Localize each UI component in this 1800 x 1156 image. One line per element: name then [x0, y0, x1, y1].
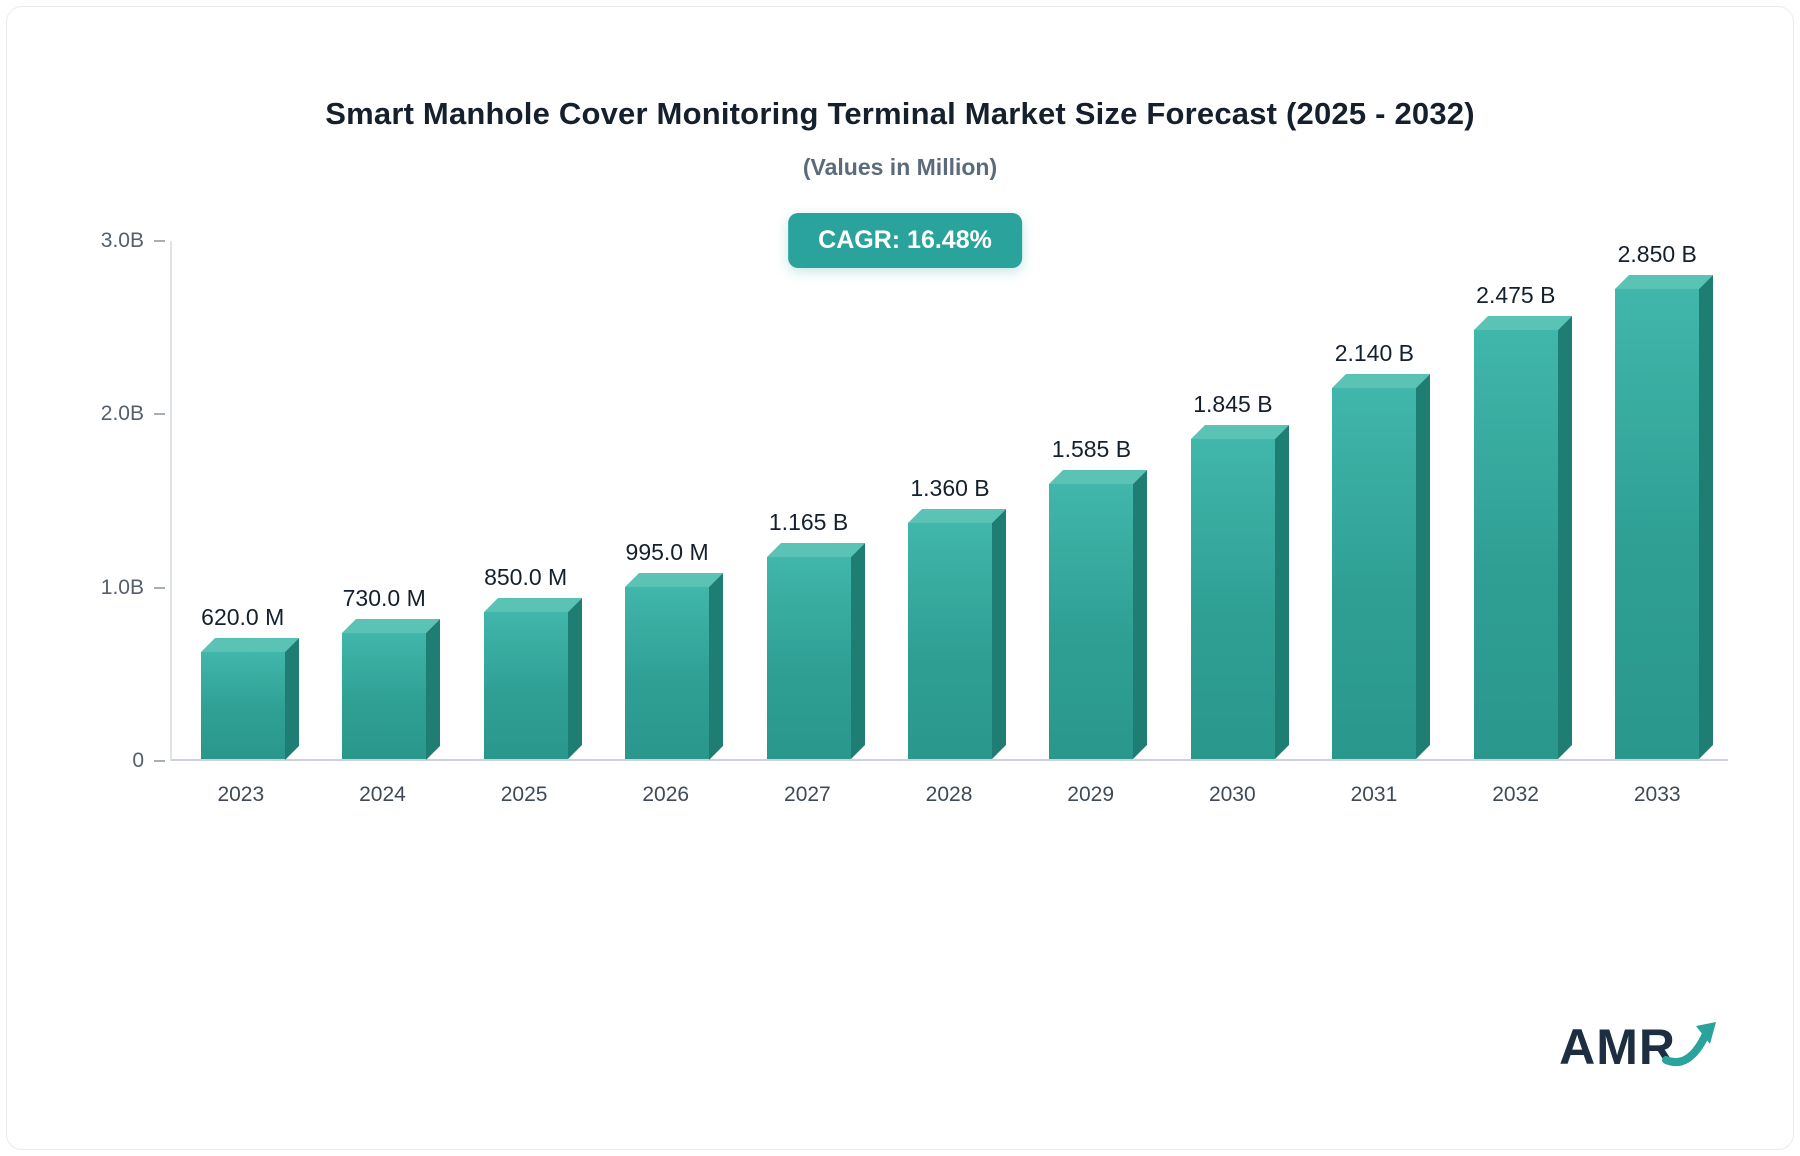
x-axis-tick-label: 2027: [784, 783, 831, 806]
bar-value-label: 995.0 M: [625, 538, 709, 565]
bar-sideface: [991, 509, 1006, 759]
x-axis-tick-label: 2030: [1208, 783, 1256, 806]
bar-face: [1473, 330, 1558, 759]
bar-sideface: [850, 543, 865, 759]
bar: [907, 509, 1006, 759]
bar-sideface: [1133, 470, 1148, 759]
bar: [200, 637, 299, 759]
bar-topface: [1049, 470, 1148, 485]
bar-topface: [1190, 425, 1289, 440]
bar-topface: [1473, 316, 1572, 330]
bar-sideface: [284, 637, 299, 759]
bar-sideface: [1416, 374, 1431, 759]
bar-sideface: [1274, 425, 1289, 759]
y-axis-tick-label: 1.0B: [100, 575, 144, 599]
bar-value-label: 2.140 B: [1334, 340, 1414, 367]
cagr-badge: CAGR: 16.48%: [788, 213, 1022, 268]
bar: [1615, 275, 1714, 759]
brand-logo: AMR: [1559, 1018, 1722, 1076]
y-axis-tick-mark: [154, 413, 165, 416]
bar-value-label: 620.0 M: [201, 603, 285, 630]
bar: [1190, 425, 1289, 759]
bar-face: [766, 557, 851, 759]
x-axis-tick-label: 2026: [642, 783, 690, 806]
bar-column: 1.165 B: [738, 241, 879, 759]
x-axis-labels: 2023 2024 2025 2026 2027 2028 2029 2030 2031 2032…: [170, 783, 1728, 807]
bar-face: [342, 632, 427, 759]
bar-value-label: 1.165 B: [768, 509, 849, 536]
bar-column: 1.845 B: [1162, 241, 1303, 759]
brand-logo-text: AMR: [1559, 1019, 1676, 1075]
bar-sideface: [709, 572, 724, 759]
bar-topface: [200, 637, 299, 652]
bar-topface: [342, 618, 441, 633]
bar-topface: [907, 509, 1006, 524]
bar-column: 620.0 M: [172, 241, 313, 759]
chart-area: CAGR: 16.48% 620.0 M 730.0 M 850.0 M 995.0 …: [70, 207, 1740, 847]
bar-topface: [766, 543, 865, 558]
bar: [483, 597, 582, 759]
y-axis-tick-mark: [154, 760, 165, 762]
bar-column: 2.475 B: [1445, 241, 1586, 759]
x-axis-tick-label: 2032: [1492, 783, 1539, 806]
bar-value-label: 1.360 B: [910, 475, 990, 502]
bar-column: 1.360 B: [879, 241, 1020, 759]
y-axis-tick-mark: [154, 240, 165, 242]
bar: [625, 572, 724, 759]
bar-column: 850.0 M: [455, 241, 596, 759]
bar-value-label: 730.0 M: [342, 584, 426, 611]
bar-topface: [625, 572, 724, 587]
bar: [1473, 316, 1572, 759]
chart-subtitle: (Values in Million): [802, 154, 998, 180]
bar-face: [1190, 439, 1275, 759]
bar: [1049, 470, 1148, 759]
bar-sideface: [1557, 316, 1572, 759]
bar-value-label: 2.850 B: [1617, 241, 1697, 267]
y-axis-tick-label: 0: [132, 749, 144, 772]
bar-column: 995.0 M: [596, 241, 737, 759]
bar-column: 1.585 B: [1021, 241, 1162, 759]
chart-title: Smart Manhole Cover Monitoring Terminal …: [325, 96, 1475, 131]
bar-face: [483, 611, 568, 759]
y-axis-tick-label: 2.0B: [100, 402, 144, 426]
x-axis-tick-label: 2024: [359, 783, 406, 806]
bar: [1332, 374, 1431, 759]
bar-topface: [1332, 374, 1431, 389]
x-axis-tick-label: 2023: [217, 783, 265, 806]
bar-topface: [1615, 275, 1714, 289]
bar-face: [1332, 388, 1417, 759]
bar: [342, 618, 441, 759]
bar: [766, 543, 865, 759]
bar-column: 2.850 B: [1587, 241, 1728, 759]
x-axis-tick-label: 2025: [500, 783, 548, 806]
bar-value-label: 1.845 B: [1193, 391, 1273, 418]
y-axis-tick-label: 3.0B: [100, 229, 144, 252]
bar-face: [1615, 289, 1700, 759]
bar-value-label: 850.0 M: [484, 563, 568, 590]
chart-header: Smart Manhole Cover Monitoring Terminal …: [0, 0, 1800, 181]
bar-face: [1049, 484, 1134, 759]
bar-column: 730.0 M: [313, 241, 454, 759]
bar-topface: [483, 597, 582, 612]
x-axis-tick-label: 2031: [1350, 783, 1398, 806]
bar-plot: 620.0 M 730.0 M 850.0 M 995.0 M 1.165 B 1.360…: [170, 241, 1728, 761]
bar-sideface: [1699, 275, 1714, 759]
bar-sideface: [567, 597, 582, 759]
bar-column: 2.140 B: [1304, 241, 1445, 759]
x-axis-tick-label: 2028: [925, 783, 973, 806]
bar-face: [200, 651, 285, 759]
bar-value-label: 1.585 B: [1051, 436, 1132, 463]
trend-up-arrow-icon: [1662, 1022, 1716, 1067]
bar-face: [625, 586, 710, 759]
x-axis-tick-label: 2033: [1633, 783, 1681, 806]
bar-sideface: [426, 618, 441, 759]
bar-value-label: 2.475 B: [1476, 282, 1556, 308]
bar-face: [907, 523, 992, 759]
y-axis-tick-mark: [154, 586, 165, 589]
x-axis-tick-label: 2029: [1067, 783, 1115, 806]
